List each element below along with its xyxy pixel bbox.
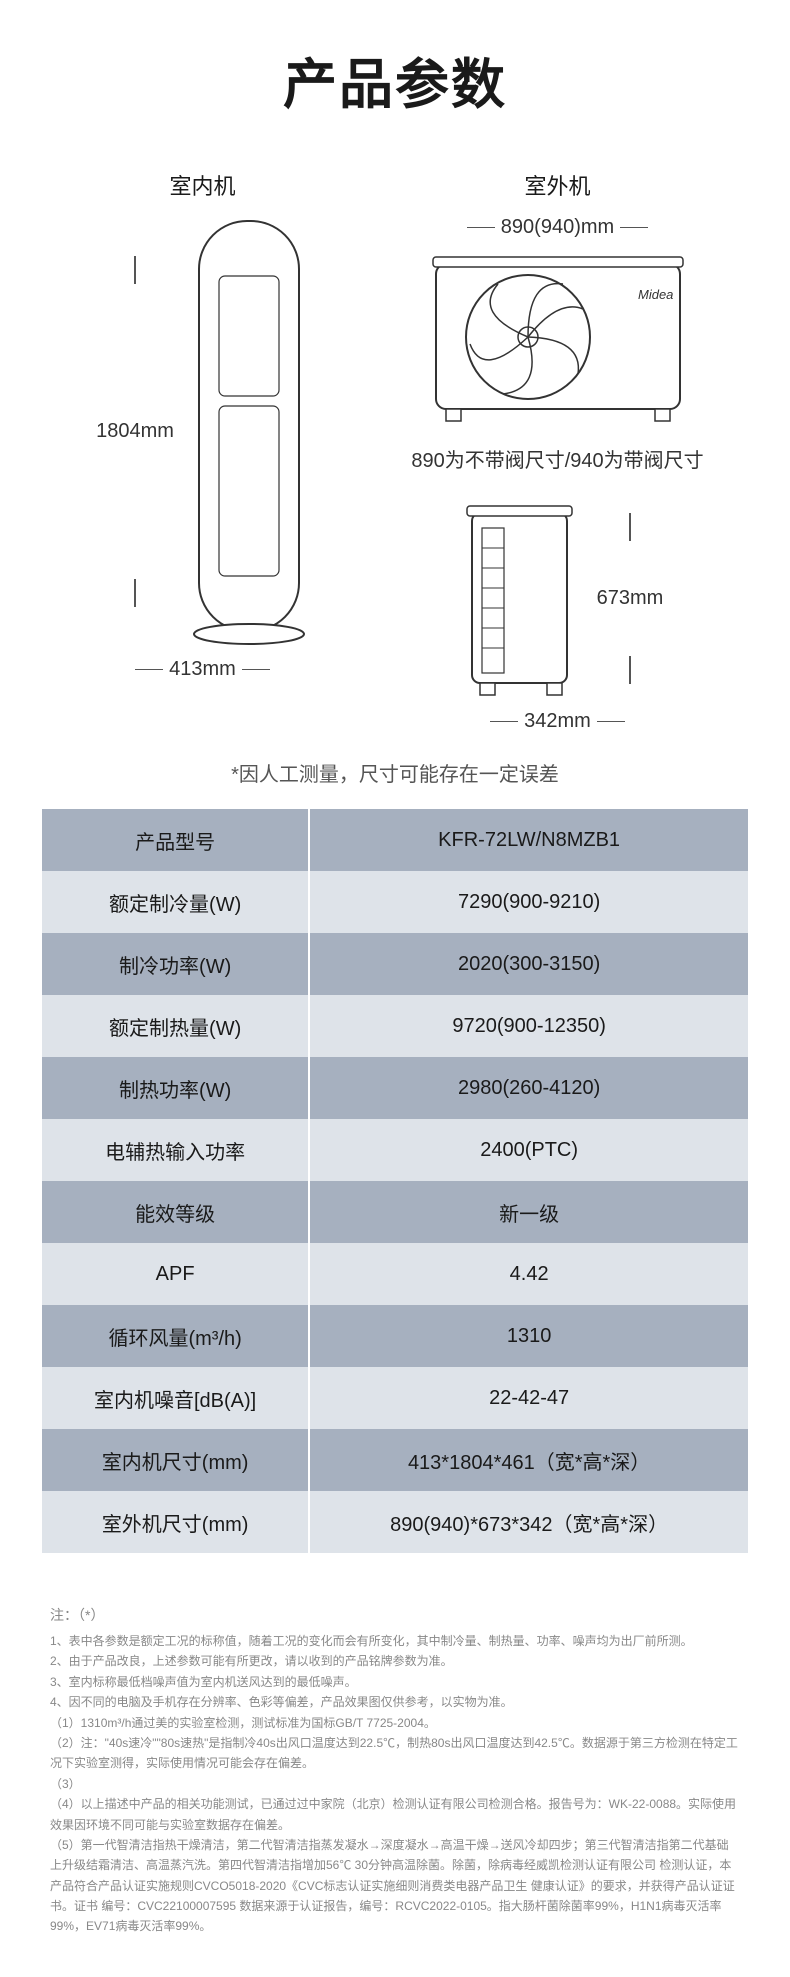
spec-label: 制冷功率(W) bbox=[42, 933, 310, 995]
outdoor-unit-block: 室外机 890(940)mm Midea bbox=[388, 169, 728, 733]
spec-row: 产品型号KFR-72LW/N8MZB1 bbox=[42, 809, 748, 871]
spec-label: 室内机尺寸(mm) bbox=[42, 1429, 310, 1491]
spec-row: 能效等级新一级 bbox=[42, 1181, 748, 1243]
spec-value: 2020(300-3150) bbox=[310, 933, 748, 995]
footnote-line: 3、室内标称最低档噪声值为室内机送风达到的最低噪声。 bbox=[50, 1672, 740, 1692]
spec-label: 能效等级 bbox=[42, 1181, 310, 1243]
spec-value: KFR-72LW/N8MZB1 bbox=[310, 809, 748, 871]
spec-label: 额定制冷量(W) bbox=[42, 871, 310, 933]
dimensions-diagram: 室内机 1804mm 413mm bbox=[40, 169, 750, 733]
indoor-height-dim: 1804mm bbox=[96, 250, 174, 613]
footnote-line: （2）注："40s速冷""80s速热"是指制冷40s出风口温度达到22.5℃，制… bbox=[50, 1733, 740, 1774]
spec-value: 413*1804*461（宽*高*深） bbox=[310, 1429, 748, 1491]
spec-label: 额定制热量(W) bbox=[42, 995, 310, 1057]
footnotes-title: 注：（*） bbox=[50, 1605, 740, 1625]
footnote-line: 2、由于产品改良，上述参数可能有所更改，请以收到的产品铭牌参数为准。 bbox=[50, 1651, 740, 1671]
footnote-line: 4、因不同的电脑及手机存在分辨率、色彩等偏差，产品效果图仅供参考，以实物为准。 bbox=[50, 1692, 740, 1712]
indoor-width-dim: 413mm bbox=[129, 658, 276, 681]
footnote-line: 1、表中各参数是额定工况的标称值，随着工况的变化而会有所变化，其中制冷量、制热量… bbox=[50, 1631, 740, 1651]
outdoor-width-note: 890为不带阀尺寸/940为带阀尺寸 bbox=[411, 444, 703, 473]
spec-value: 9720(900-12350) bbox=[310, 995, 748, 1057]
spec-label: 循环风量(m³/h) bbox=[42, 1305, 310, 1367]
footnotes-block: 注：（*） 1、表中各参数是额定工况的标称值，随着工况的变化而会有所变化，其中制… bbox=[40, 1605, 750, 1937]
outdoor-label: 室外机 bbox=[524, 169, 590, 201]
spec-label: 制热功率(W) bbox=[42, 1057, 310, 1119]
spec-value: 22-42-47 bbox=[310, 1367, 748, 1429]
spec-value: 4.42 bbox=[310, 1243, 748, 1305]
spec-row: 电辅热输入功率2400(PTC) bbox=[42, 1119, 748, 1181]
indoor-unit-svg bbox=[189, 216, 309, 646]
spec-label: APF bbox=[42, 1243, 310, 1305]
spec-row: APF4.42 bbox=[42, 1243, 748, 1305]
brand-logo: Midea bbox=[638, 287, 673, 302]
measurement-disclaimer: *因人工测量，尺寸可能存在一定误差 bbox=[40, 758, 750, 787]
footnote-line: （1）1310m³/h通过美的实验室检测，测试标准为国标GB/T 7725-20… bbox=[50, 1713, 740, 1733]
outdoor-height-dim: 673mm bbox=[597, 507, 664, 690]
spec-row: 室内机噪音[dB(A)]22-42-47 bbox=[42, 1367, 748, 1429]
spec-label: 室内机噪音[dB(A)] bbox=[42, 1367, 310, 1429]
spec-value: 1310 bbox=[310, 1305, 748, 1367]
spec-label: 产品型号 bbox=[42, 809, 310, 871]
indoor-label: 室内机 bbox=[169, 169, 235, 201]
outdoor-depth-dim: 342mm bbox=[468, 710, 648, 733]
outdoor-unit-side-svg bbox=[452, 498, 582, 698]
spec-label: 室外机尺寸(mm) bbox=[42, 1491, 310, 1553]
spec-row: 循环风量(m³/h)1310 bbox=[42, 1305, 748, 1367]
spec-row: 室外机尺寸(mm)890(940)*673*342（宽*高*深） bbox=[42, 1491, 748, 1553]
footnote-line: （4）以上描述中产品的相关功能测试，已通过过中家院（北京）检测认证有限公司检测合… bbox=[50, 1794, 740, 1835]
spec-label: 电辅热输入功率 bbox=[42, 1119, 310, 1181]
page-title: 产品参数 bbox=[40, 40, 750, 119]
outdoor-unit-front-svg: Midea bbox=[428, 249, 688, 424]
spec-row: 额定制冷量(W)7290(900-9210) bbox=[42, 871, 748, 933]
footnote-line: （3） bbox=[50, 1774, 740, 1794]
spec-row: 额定制热量(W)9720(900-12350) bbox=[42, 995, 748, 1057]
outdoor-width-dim: 890(940)mm bbox=[461, 216, 654, 239]
spec-row: 制冷功率(W)2020(300-3150) bbox=[42, 933, 748, 995]
spec-value: 2980(260-4120) bbox=[310, 1057, 748, 1119]
spec-value: 890(940)*673*342（宽*高*深） bbox=[310, 1491, 748, 1553]
indoor-unit-block: 室内机 1804mm 413mm bbox=[63, 169, 343, 681]
spec-value: 7290(900-9210) bbox=[310, 871, 748, 933]
spec-value: 新一级 bbox=[310, 1181, 748, 1243]
spec-row: 制热功率(W)2980(260-4120) bbox=[42, 1057, 748, 1119]
spec-table: 产品型号KFR-72LW/N8MZB1额定制冷量(W)7290(900-9210… bbox=[40, 807, 750, 1555]
spec-row: 室内机尺寸(mm)413*1804*461（宽*高*深） bbox=[42, 1429, 748, 1491]
spec-value: 2400(PTC) bbox=[310, 1119, 748, 1181]
